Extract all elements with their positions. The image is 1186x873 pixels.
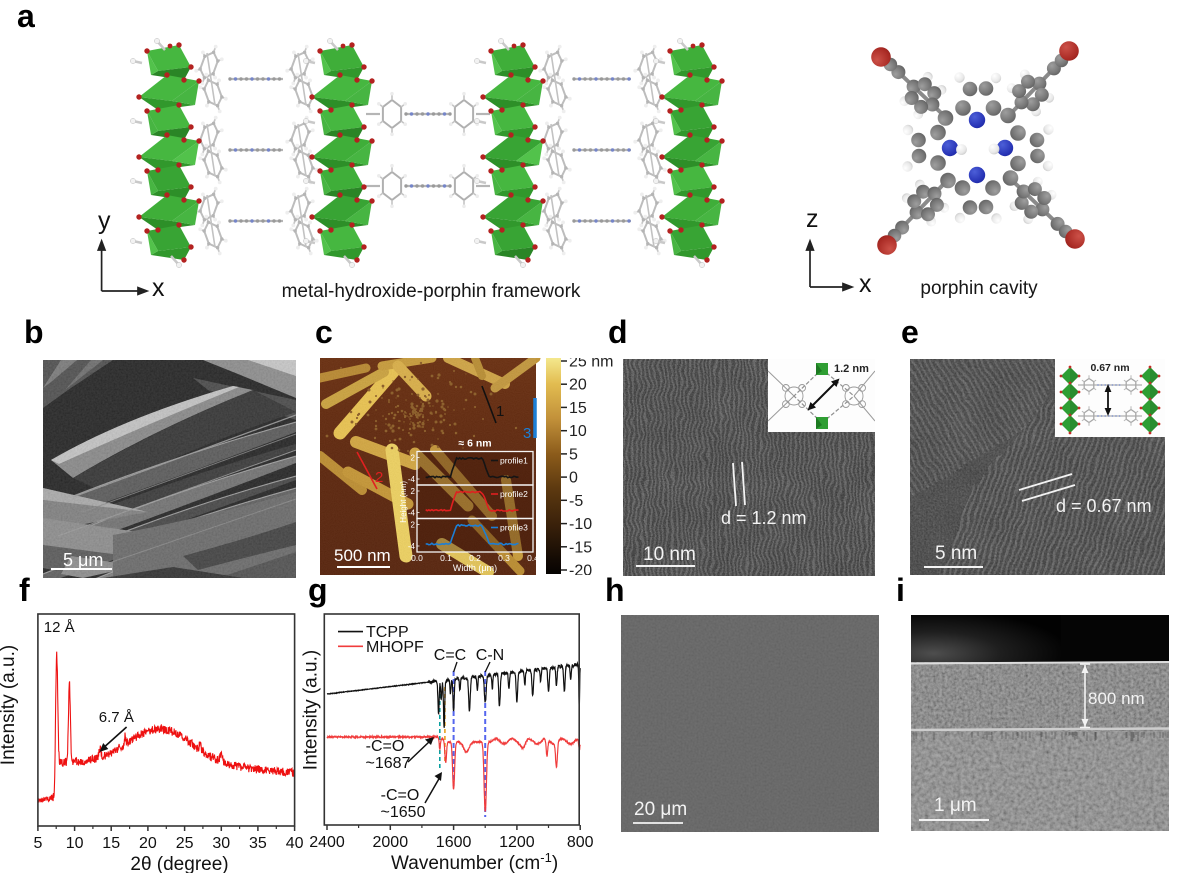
svg-text:0.4: 0.4 (527, 553, 539, 563)
svg-text:15: 15 (569, 400, 587, 417)
svg-text:-C=O: -C=O (381, 787, 420, 804)
svg-text:d = 1.2 nm: d = 1.2 nm (721, 508, 807, 528)
svg-text:1: 1 (496, 403, 504, 420)
svg-text:40: 40 (286, 835, 304, 852)
svg-text:profile3: profile3 (500, 523, 528, 533)
svg-text:≈ 6 nm: ≈ 6 nm (458, 438, 491, 450)
svg-text:0: 0 (569, 470, 578, 487)
svg-text:Wavenumber (cm-1): Wavenumber (cm-1) (391, 850, 558, 873)
svg-text:0.3: 0.3 (498, 553, 510, 563)
svg-text:6.7 Å: 6.7 Å (99, 709, 134, 726)
svg-text:-20: -20 (569, 563, 592, 576)
svg-text:25: 25 (176, 835, 194, 852)
svg-text:800 nm: 800 nm (1088, 689, 1145, 708)
svg-text:-5: -5 (569, 493, 583, 510)
svg-text:10: 10 (66, 835, 84, 852)
svg-text:-10: -10 (569, 516, 592, 533)
svg-text:MHOPF: MHOPF (366, 639, 424, 656)
svg-text:20 μm: 20 μm (634, 799, 687, 820)
svg-text:5 μm: 5 μm (63, 550, 103, 570)
svg-text:1.2 nm: 1.2 nm (834, 363, 869, 375)
svg-text:2: 2 (411, 454, 416, 463)
svg-text:3: 3 (523, 425, 531, 442)
svg-text:Intensity (a.u.): Intensity (a.u.) (0, 645, 19, 765)
svg-text:15: 15 (102, 835, 120, 852)
svg-text:800: 800 (567, 834, 594, 851)
svg-text:2400: 2400 (309, 834, 345, 851)
svg-text:35: 35 (249, 835, 267, 852)
svg-text:5: 5 (33, 835, 42, 852)
svg-text:Intensity (a.u.): Intensity (a.u.) (300, 650, 321, 770)
svg-text:1 μm: 1 μm (934, 795, 977, 816)
svg-text:25 nm: 25 nm (569, 358, 613, 371)
svg-text:~1687: ~1687 (366, 755, 411, 772)
svg-text:profile2: profile2 (500, 489, 528, 499)
svg-text:0.0: 0.0 (411, 553, 423, 563)
svg-text:20: 20 (139, 835, 157, 852)
svg-text:Width (μm): Width (μm) (453, 563, 497, 573)
svg-text:2θ (degree): 2θ (degree) (130, 854, 228, 873)
svg-text:-C=O: -C=O (366, 738, 405, 755)
svg-text:20: 20 (569, 377, 587, 394)
svg-text:0.67 nm: 0.67 nm (1090, 362, 1129, 374)
svg-text:porphin cavity: porphin cavity (920, 278, 1038, 299)
svg-text:C-N: C-N (476, 647, 504, 664)
svg-text:10: 10 (569, 423, 587, 440)
svg-text:profile1: profile1 (500, 456, 528, 466)
svg-text:30: 30 (212, 835, 230, 852)
svg-text:d = 0.67 nm: d = 0.67 nm (1056, 496, 1152, 516)
svg-text:5 nm: 5 nm (935, 543, 977, 564)
svg-text:~1650: ~1650 (381, 804, 426, 821)
svg-text:C=C: C=C (434, 647, 466, 664)
svg-text:metal-hydroxide-porphin framew: metal-hydroxide-porphin framework (282, 281, 581, 302)
svg-text:2: 2 (411, 521, 416, 530)
svg-text:y: y (98, 207, 111, 235)
svg-text:-4: -4 (408, 475, 416, 484)
svg-text:x: x (859, 270, 872, 298)
svg-text:x: x (152, 274, 165, 302)
svg-text:0.2: 0.2 (469, 553, 481, 563)
svg-text:500 nm: 500 nm (334, 546, 391, 565)
svg-text:1200: 1200 (499, 834, 535, 851)
svg-text:-4: -4 (408, 542, 416, 551)
svg-text:Height (nm): Height (nm) (399, 481, 408, 523)
svg-text:-15: -15 (569, 539, 592, 556)
svg-text:5: 5 (569, 446, 578, 463)
svg-text:2: 2 (411, 487, 416, 496)
svg-text:0.1: 0.1 (440, 553, 452, 563)
svg-text:1600: 1600 (436, 834, 472, 851)
svg-text:12 Å: 12 Å (44, 619, 75, 636)
svg-text:10 nm: 10 nm (643, 544, 696, 565)
svg-text:2000: 2000 (373, 834, 409, 851)
svg-text:TCPP: TCPP (366, 624, 409, 641)
svg-text:2: 2 (375, 469, 383, 486)
svg-text:-4: -4 (408, 509, 416, 518)
svg-text:z: z (806, 205, 819, 233)
